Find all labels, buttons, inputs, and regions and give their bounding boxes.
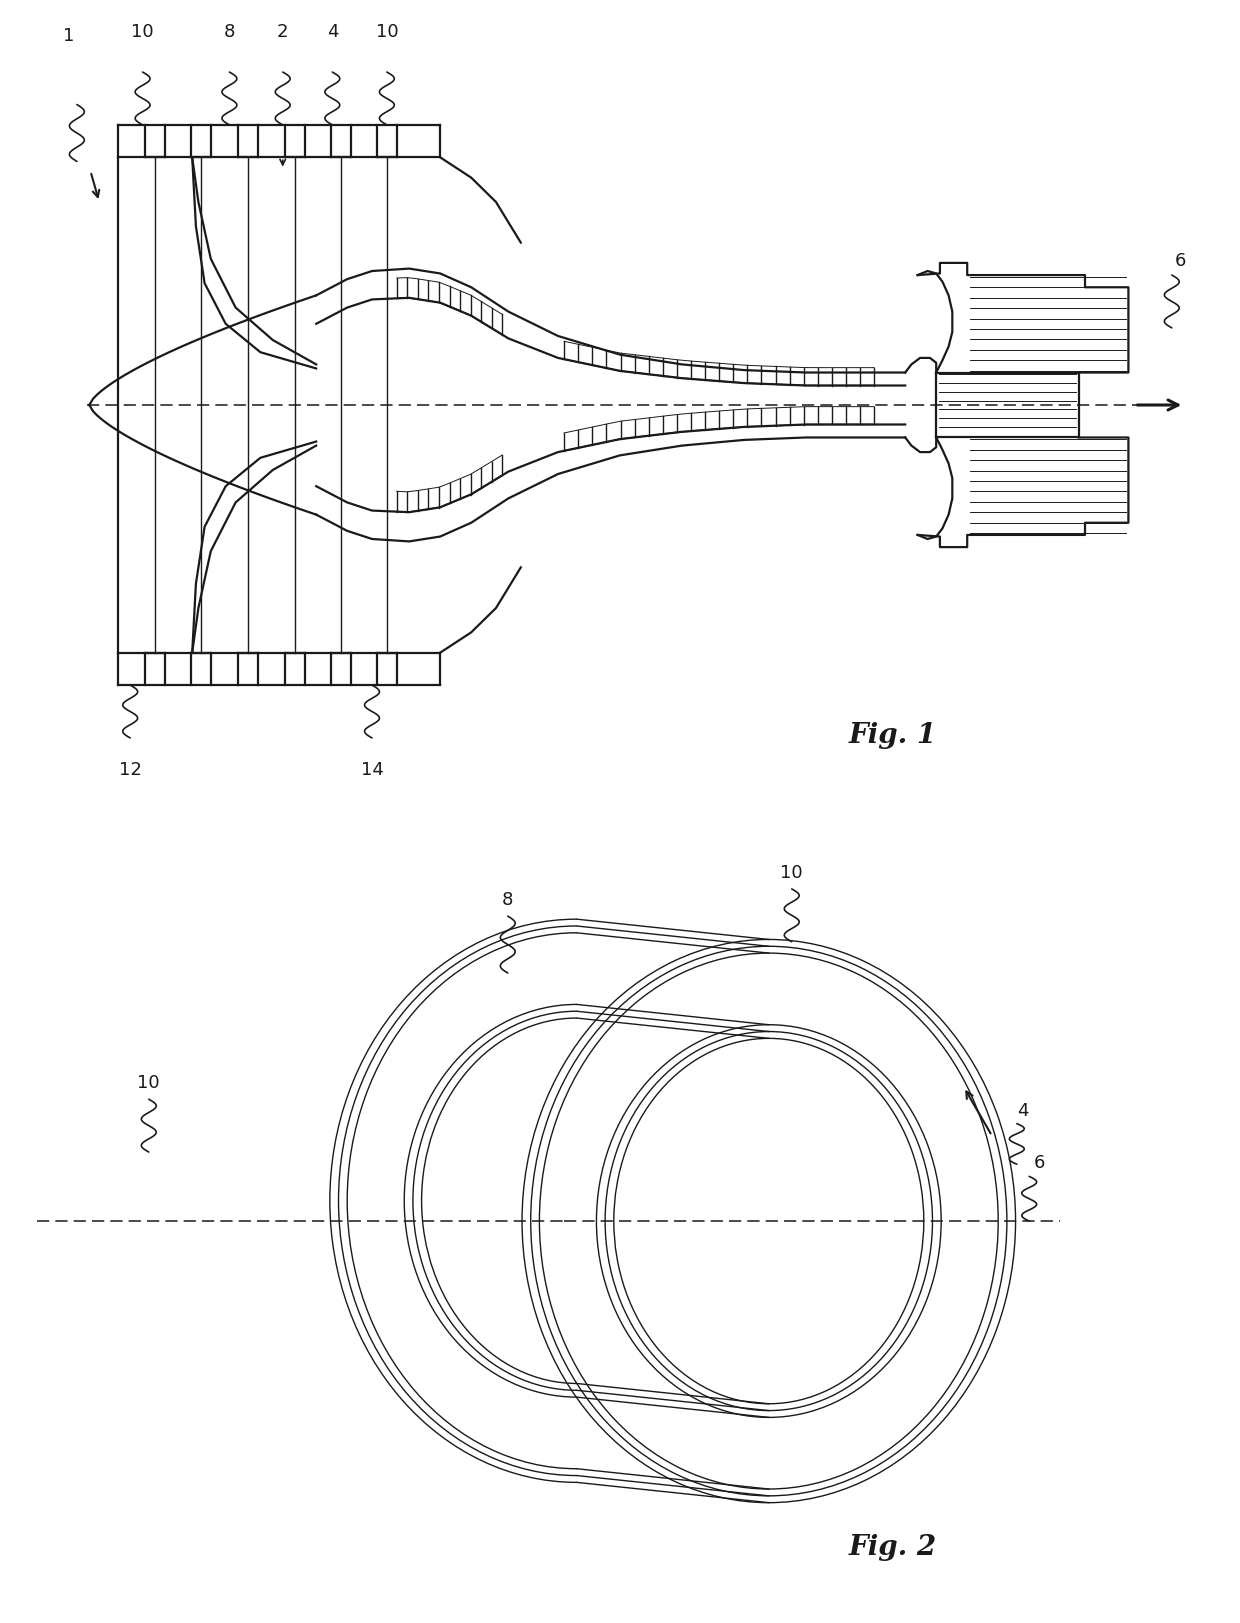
Text: 10: 10: [138, 1073, 160, 1091]
Text: Fig. 2: Fig. 2: [848, 1534, 937, 1560]
Text: 14: 14: [361, 761, 383, 779]
Text: 10: 10: [780, 863, 804, 881]
Text: 10: 10: [376, 23, 398, 41]
Text: Fig. 1: Fig. 1: [848, 722, 937, 748]
Text: 2: 2: [277, 23, 289, 41]
Text: 8: 8: [223, 23, 236, 41]
Text: 6: 6: [1033, 1152, 1045, 1170]
Text: 10: 10: [131, 23, 154, 41]
Text: 8: 8: [502, 891, 513, 909]
Text: 6: 6: [1174, 252, 1187, 269]
Text: 12: 12: [119, 761, 141, 779]
Text: 1: 1: [62, 26, 74, 44]
Text: 4: 4: [326, 23, 339, 41]
Text: 4: 4: [1017, 1102, 1029, 1120]
